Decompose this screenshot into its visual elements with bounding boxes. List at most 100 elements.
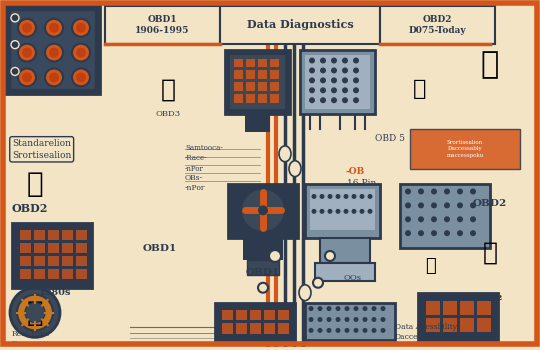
Circle shape	[327, 209, 333, 214]
Circle shape	[418, 230, 424, 236]
Text: OBD1: OBD1	[143, 244, 177, 253]
Circle shape	[372, 317, 376, 322]
Bar	[305, 55, 370, 109]
Bar	[234, 94, 243, 103]
Circle shape	[331, 68, 337, 74]
Circle shape	[470, 216, 476, 222]
Bar	[246, 82, 255, 91]
Bar	[477, 318, 491, 332]
Text: 🚙: 🚙	[483, 241, 497, 265]
Bar	[443, 318, 457, 332]
Bar	[310, 189, 375, 230]
Circle shape	[325, 251, 335, 261]
Circle shape	[308, 328, 314, 333]
Circle shape	[360, 209, 365, 214]
Circle shape	[418, 189, 424, 195]
Circle shape	[352, 194, 356, 199]
Bar	[34, 269, 45, 279]
Bar	[234, 70, 243, 79]
Circle shape	[309, 77, 315, 83]
Circle shape	[405, 230, 411, 236]
Circle shape	[313, 278, 323, 288]
Circle shape	[318, 306, 322, 311]
Bar	[400, 183, 490, 248]
Circle shape	[241, 189, 285, 232]
Circle shape	[10, 288, 60, 337]
Circle shape	[309, 87, 315, 93]
Circle shape	[331, 87, 337, 93]
Bar	[62, 230, 73, 240]
Circle shape	[342, 68, 348, 74]
Circle shape	[72, 19, 90, 37]
Circle shape	[457, 216, 463, 222]
Circle shape	[320, 68, 326, 74]
Text: Srortisealion
Daccessably
maccesspoku: Srortisealion Daccessably maccesspoku	[447, 140, 484, 158]
Bar	[305, 183, 380, 238]
Circle shape	[327, 194, 333, 199]
Bar	[34, 256, 45, 266]
Circle shape	[331, 97, 337, 103]
Bar	[315, 263, 375, 281]
Circle shape	[72, 69, 90, 86]
Circle shape	[320, 209, 325, 214]
Circle shape	[18, 19, 36, 37]
Circle shape	[331, 77, 337, 83]
Circle shape	[362, 306, 368, 311]
Circle shape	[354, 328, 359, 333]
Circle shape	[354, 306, 359, 311]
Bar	[12, 223, 92, 288]
Circle shape	[342, 87, 348, 93]
Circle shape	[431, 202, 437, 208]
Bar	[410, 129, 520, 169]
Circle shape	[335, 306, 341, 311]
Bar	[48, 256, 59, 266]
Circle shape	[25, 303, 45, 322]
Bar	[270, 82, 279, 91]
Circle shape	[320, 77, 326, 83]
Text: OBD3: OBD3	[156, 110, 180, 118]
Bar	[234, 58, 243, 68]
Circle shape	[308, 317, 314, 322]
Circle shape	[76, 23, 86, 33]
Bar	[20, 230, 31, 240]
Circle shape	[405, 189, 411, 195]
Circle shape	[11, 14, 19, 22]
Bar	[62, 269, 73, 279]
Circle shape	[258, 205, 268, 215]
Bar	[250, 309, 261, 321]
Bar	[270, 70, 279, 79]
Bar	[264, 309, 275, 321]
Circle shape	[431, 189, 437, 195]
Circle shape	[335, 194, 341, 199]
Bar	[228, 183, 298, 238]
Circle shape	[72, 44, 90, 62]
Bar	[62, 243, 73, 253]
Circle shape	[345, 306, 349, 311]
Circle shape	[76, 48, 86, 57]
Circle shape	[343, 194, 348, 199]
Text: OBD2
D075-Today: OBD2 D075-Today	[408, 15, 466, 35]
Circle shape	[320, 194, 325, 199]
Circle shape	[312, 209, 316, 214]
Bar	[426, 318, 440, 332]
Bar	[443, 301, 457, 315]
Text: 🚗: 🚗	[424, 257, 435, 275]
Circle shape	[372, 328, 376, 333]
Circle shape	[470, 230, 476, 236]
Bar	[305, 303, 395, 340]
Circle shape	[362, 317, 368, 322]
Bar	[278, 309, 289, 321]
Circle shape	[345, 328, 349, 333]
Text: 🚗: 🚗	[26, 169, 43, 197]
Bar	[418, 293, 498, 340]
Bar	[20, 256, 31, 266]
Bar	[48, 269, 59, 279]
Bar	[20, 269, 31, 279]
Circle shape	[431, 216, 437, 222]
Circle shape	[405, 202, 411, 208]
Circle shape	[22, 72, 32, 82]
Bar	[380, 6, 495, 44]
Text: OBs-
-nPor: OBs- -nPor	[185, 174, 205, 192]
Circle shape	[470, 202, 476, 208]
Text: OBD1: OBD1	[246, 268, 280, 277]
